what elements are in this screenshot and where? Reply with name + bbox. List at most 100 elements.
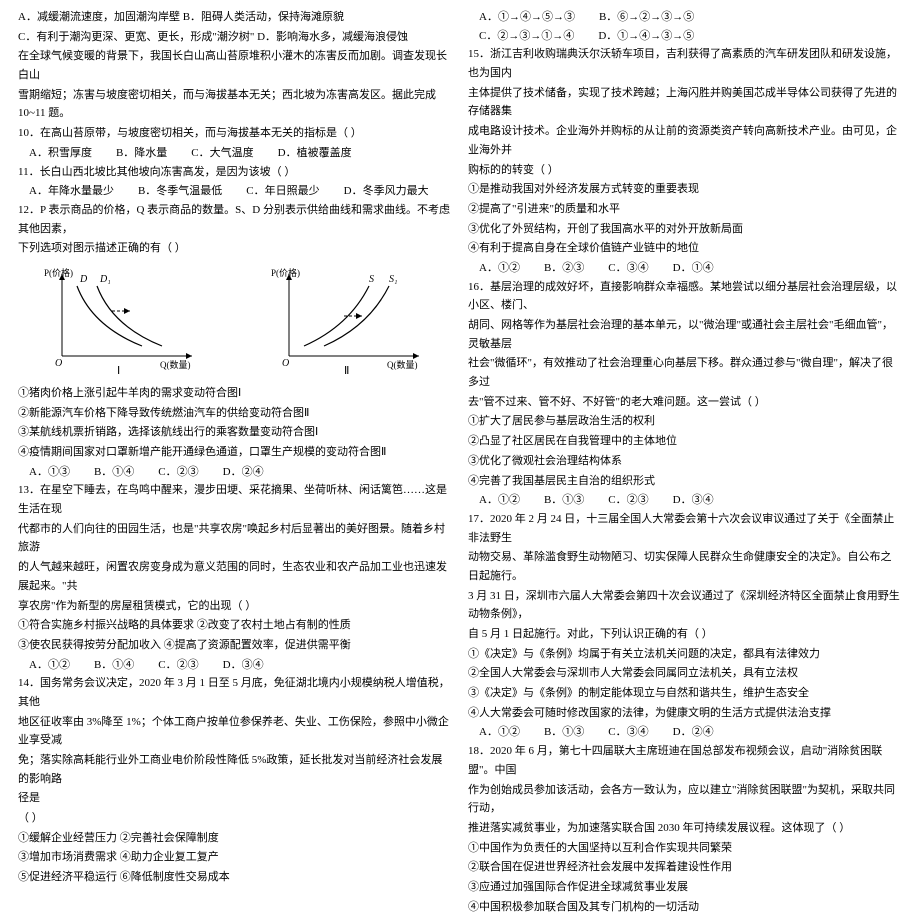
text-line: 动物交易、革除滥食野生动物陋习、切实保障人民群众生命健康安全的决定》。自公布之日…: [468, 548, 902, 585]
text-line: ①是推动我国对外经济发展方式转变的重要表现: [468, 180, 902, 199]
text-line: ④中国积极参加联合国及其专门机构的一切活动: [468, 898, 902, 916]
text-line: 14．国务常务会议决定，2020 年 3 月 1 日至 5 月底，免征湖北境内小…: [18, 674, 452, 711]
option-c: C．②③: [608, 491, 648, 510]
option-d: D．②④: [223, 463, 264, 482]
text-line: ①中国作为负责任的大国坚持以互利合作实现共同繁荣: [468, 839, 902, 858]
text-line: ③优化了微观社会治理结构体系: [468, 452, 902, 471]
option-c: C．年日照最少: [246, 182, 319, 201]
svg-text:O: O: [282, 358, 289, 369]
options-row: A．①② B．②③ C．③④ D．①④: [468, 259, 902, 278]
text-line: ③增加市场消费需求 ④助力企业复工复产: [18, 848, 452, 867]
options-row: A．①② B．①③ C．③④ D．②④: [468, 723, 902, 742]
option-b: B．①④: [94, 463, 134, 482]
curve-label-d1: D₁: [99, 274, 111, 285]
option-d: D．①④: [673, 259, 714, 278]
option-c: C．③④: [608, 723, 648, 742]
text-line: 地区征收率由 3%降至 1%；个体工商户按单位参保养老、失业、工伤保险，参照中小…: [18, 713, 452, 750]
y-axis-label: P(价格): [44, 267, 73, 278]
text-line: 13．在星空下睡去，在鸟鸣中醒来，漫步田埂、采花摘果、坐荷听林、闲话篱笆……这是…: [18, 481, 452, 518]
option-c: C．②③: [158, 656, 198, 675]
option-a: A．①②: [479, 491, 520, 510]
right-column: A．①→④→⑤→③ B．⑥→②→③→⑤ C．②→③→①→④ D．①→④→③→⑤ …: [460, 8, 910, 643]
text-line: 购标的的转变（ ）: [468, 161, 902, 180]
text-line: ②提高了"引进来"的质量和水平: [468, 200, 902, 219]
text-line: 的人气越来越旺，闲置农房变身成为意义范围的同时，生态农业和农产品加工业也迅速发展…: [18, 558, 452, 595]
text-line: 3 月 31 日，深圳市六届人大常委会第四十次会议通过了《深圳经济特区全面禁止食…: [468, 587, 902, 624]
text-line: 10．在高山苔原带，与坡度密切相关，而与海拔基本无关的指标是（ ）: [18, 124, 452, 143]
options-row: A．①② B．①④ C．②③ D．③④: [18, 656, 452, 675]
text-line: A．减缓潮流速度，加固潮沟岸壁 B．阻碍人类活动，保持海滩原貌: [18, 8, 452, 27]
option-a: A．积雪厚度: [29, 144, 92, 163]
option-d: D．①→④→③→⑤: [598, 27, 694, 46]
text-line: ③优化了外贸结构，开创了我国高水平的对外开放新局面: [468, 220, 902, 239]
text-line: ②联合国在促进世界经济社会发展中发挥着建设性作用: [468, 858, 902, 877]
text-line: ④人大常委会可随时修改国家的法律，为健康文明的生活方式提供法治支撑: [468, 704, 902, 723]
text-line: ⑤促进经济平稳运行 ⑥降低制度性交易成本: [18, 868, 452, 887]
text-line: ①缓解企业经营压力 ②完善社会保障制度: [18, 829, 452, 848]
curve-label-s: S: [369, 274, 374, 285]
text-line: 去"管不过来、管不好、不好管"的老大难问题。这一尝试（ ）: [468, 393, 902, 412]
option-b: B．冬季气温最低: [138, 182, 222, 201]
text-line: ①符合实施乡村振兴战略的具体要求 ②改变了农村土地占有制的性质: [18, 616, 452, 635]
text-line: ②新能源汽车价格下降导致传统燃油汽车的供给变动符合图Ⅱ: [18, 404, 452, 423]
x-axis-label: Q(数量): [160, 359, 191, 370]
options-row: A．①③ B．①④ C．②③ D．②④: [18, 463, 452, 482]
options-row: A．①→④→⑤→③ B．⑥→②→③→⑤: [468, 8, 902, 27]
svg-text:O: O: [55, 358, 62, 369]
chart-2: P(价格) Q(数量) S S₁ O Ⅱ: [269, 266, 429, 376]
text-line: ③应通过加强国际合作促进全球减贫事业发展: [468, 878, 902, 897]
option-a: A．①②: [29, 656, 70, 675]
text-line: ②全国人大常委会与深圳市人大常委会同属同立法机关，具有立法权: [468, 664, 902, 683]
text-line: 在全球气候变暖的背景下，我国长白山高山苔原堆积小灌木的冻害反而加剧。调查发现长白…: [18, 47, 452, 84]
option-c: C．③④: [608, 259, 648, 278]
text-line: （ ）: [18, 809, 452, 828]
chart-1: P(价格) Q(数量) D D₁ O Ⅰ: [42, 266, 202, 376]
text-line: 推进落实减贫事业，为加速落实联合国 2030 年可持续发展议程。这体现了（ ）: [468, 819, 902, 838]
text-line: ④有利于提高自身在全球价值链产业链中的地位: [468, 239, 902, 258]
text-line: 15．浙江吉利收购瑞典沃尔沃轿车项目，吉利获得了高素质的汽车研发团队和研发设施，…: [468, 45, 902, 82]
text-line: 成电路设计技术。企业海外并购标的从让前的资源类资产转向高新技术产业。由可见，企业…: [468, 122, 902, 159]
text-line: ①扩大了居民参与基层政治生活的权利: [468, 412, 902, 431]
options-row: A．①② B．①③ C．②③ D．③④: [468, 491, 902, 510]
text-line: 16．基层治理的成效好坏，直接影响群众幸福感。某地尝试以细分基层社会治理层级，以…: [468, 278, 902, 315]
options-row: A．年降水量最少 B．冬季气温最低 C．年日照最少 D．冬季风力最大: [18, 182, 452, 201]
text-line: ③某航线机票折销路，选择该航线出行的乘客数量变动符合图Ⅰ: [18, 423, 452, 442]
text-line: 社会"微循环"，有效推动了社会治理重心向基层下移。群众通过参与"微自理"，解决了…: [468, 354, 902, 391]
option-b: B．①③: [544, 491, 584, 510]
text-line: 12．P 表示商品的价格，Q 表示商品的数量。S、D 分别表示供给曲线和需求曲线…: [18, 201, 452, 238]
text-line: 免；落实除高耗能行业外工商业电价阶段性降低 5%政策，延长批发对当前经济社会发展…: [18, 751, 452, 788]
option-c: C．大气温度: [191, 144, 253, 163]
text-line: 主体提供了技术储备，实现了技术跨越；上海闪胜并购美国芯成半导体公司获得了先进的存…: [468, 84, 902, 121]
options-row: C．②→③→①→④ D．①→④→③→⑤: [468, 27, 902, 46]
text-line: ①猪肉价格上涨引起牛羊肉的需求变动符合图Ⅰ: [18, 384, 452, 403]
chart-title: Ⅰ: [117, 365, 120, 376]
option-b: B．②③: [544, 259, 584, 278]
text-line: ④完善了我国基层民主自治的组织形式: [468, 472, 902, 491]
left-column: A．减缓潮流速度，加固潮沟岸壁 B．阻碍人类活动，保持海滩原貌 C．有利于潮沟更…: [10, 8, 460, 643]
option-b: B．降水量: [116, 144, 167, 163]
text-line: 径是: [18, 789, 452, 808]
text-line: 自 5 月 1 日起施行。对此，下列认识正确的有（ ）: [468, 625, 902, 644]
option-a: A．①②: [479, 723, 520, 742]
text-line: 享农房"作为新型的房屋租赁模式，它的出现（ ）: [18, 597, 452, 616]
text-line: 雪期缩短；冻害与坡度密切相关，而与海拔基本无关；西北坡为冻害高发区。据此完成 1…: [18, 86, 452, 123]
option-a: A．年降水量最少: [29, 182, 114, 201]
text-line: 作为创始成员参加该活动，会各方一致认为，应以建立"消除贫困联盟"为契机，采取共同…: [468, 781, 902, 818]
text-line: ①《决定》与《条例》均属于有关立法机关问题的决定，都具有法律效力: [468, 645, 902, 664]
option-b: B．①③: [544, 723, 584, 742]
curve-label-s1: S₁: [389, 274, 397, 285]
text-line: ③《决定》与《条例》的制定能体现立与自然和谐共生，维护生态安全: [468, 684, 902, 703]
text-line: 下列选项对图示描述正确的有（ ）: [18, 239, 452, 258]
option-c: C．②③: [158, 463, 198, 482]
option-a: A．①②: [479, 259, 520, 278]
text-line: ③使农民获得按劳分配加收入 ④提高了资源配置效率，促进供需平衡: [18, 636, 452, 655]
y-axis-label: P(价格): [271, 267, 300, 278]
option-a: A．①→④→⑤→③: [479, 8, 575, 27]
x-axis-label: Q(数量): [387, 359, 418, 370]
text-line: 胡同、网格等作为基层社会治理的基本单元，以"微治理"或通社会主层社会"毛细血管"…: [468, 316, 902, 353]
option-d: D．冬季风力最大: [344, 182, 429, 201]
option-c: C．②→③→①→④: [479, 27, 574, 46]
option-b: B．①④: [94, 656, 134, 675]
text-line: ④疫情期间国家对口罩新增产能开通绿色通道，口罩生产规模的变动符合图Ⅱ: [18, 443, 452, 462]
option-d: D．植被覆盖度: [278, 144, 352, 163]
